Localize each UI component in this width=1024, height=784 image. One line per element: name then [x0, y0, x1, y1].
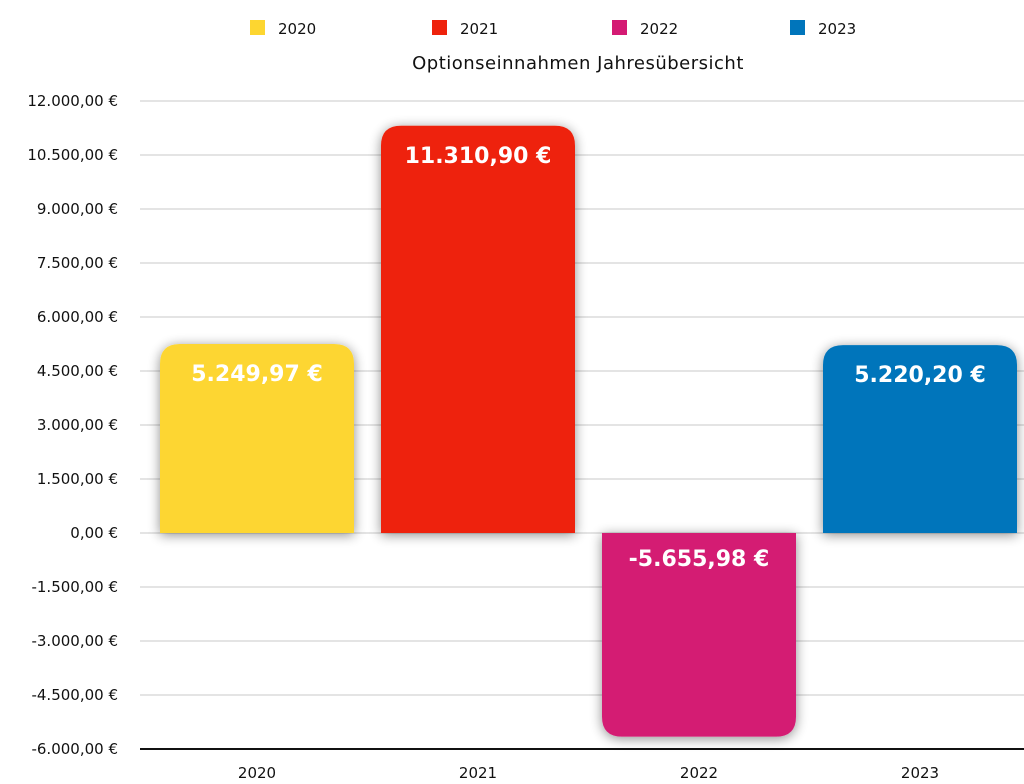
bar-2020: [160, 344, 354, 533]
data-label-2021: 11.310,90 €: [405, 144, 552, 169]
data-label-2022: -5.655,98 €: [629, 547, 770, 572]
y-tick-label: 4.500,00 €: [37, 362, 118, 380]
legend: 2020 2021 2022 2023: [250, 20, 856, 38]
y-tick-label: 10.500,00 €: [27, 146, 118, 164]
legend-label-2020: 2020: [278, 20, 316, 38]
bar-2021: [381, 125, 575, 533]
y-tick-label: -6.000,00 €: [31, 740, 118, 758]
y-tick-label: 3.000,00 €: [37, 416, 118, 434]
y-tick-label: 0,00 €: [70, 524, 118, 542]
bar-2023: [823, 345, 1017, 533]
y-tick-label: -1.500,00 €: [31, 578, 118, 596]
x-tick-label: 2021: [459, 764, 497, 782]
y-tick-label: 6.000,00 €: [37, 308, 118, 326]
legend-label-2022: 2022: [640, 20, 678, 38]
data-label-2020: 5.249,97 €: [191, 362, 323, 387]
y-tick-label: 12.000,00 €: [27, 92, 118, 110]
y-tick-label: -3.000,00 €: [31, 632, 118, 650]
legend-label-2023: 2023: [818, 20, 856, 38]
legend-label-2021: 2021: [460, 20, 498, 38]
legend-swatch-2023: [790, 20, 805, 35]
legend-swatch-2021: [432, 20, 447, 35]
chart-title: Optionseinnahmen Jahresübersicht: [412, 53, 744, 74]
bar-2022: [602, 533, 796, 737]
x-tick-label: 2023: [901, 764, 939, 782]
legend-swatch-2022: [612, 20, 627, 35]
y-tick-label: 7.500,00 €: [37, 254, 118, 272]
bars: 5.249,97 € 11.310,90 € -5.655,98 € 5.220,20…: [160, 125, 1017, 737]
y-tick-label: -4.500,00 €: [31, 686, 118, 704]
x-tick-label: 2022: [680, 764, 718, 782]
legend-swatch-2020: [250, 20, 265, 35]
x-axis-labels: 2020 2021 2022 2023: [238, 764, 939, 782]
x-tick-label: 2020: [238, 764, 276, 782]
y-tick-label: 9.000,00 €: [37, 200, 118, 218]
data-label-2023: 5.220,20 €: [854, 363, 986, 388]
y-tick-label: 1.500,00 €: [37, 470, 118, 488]
